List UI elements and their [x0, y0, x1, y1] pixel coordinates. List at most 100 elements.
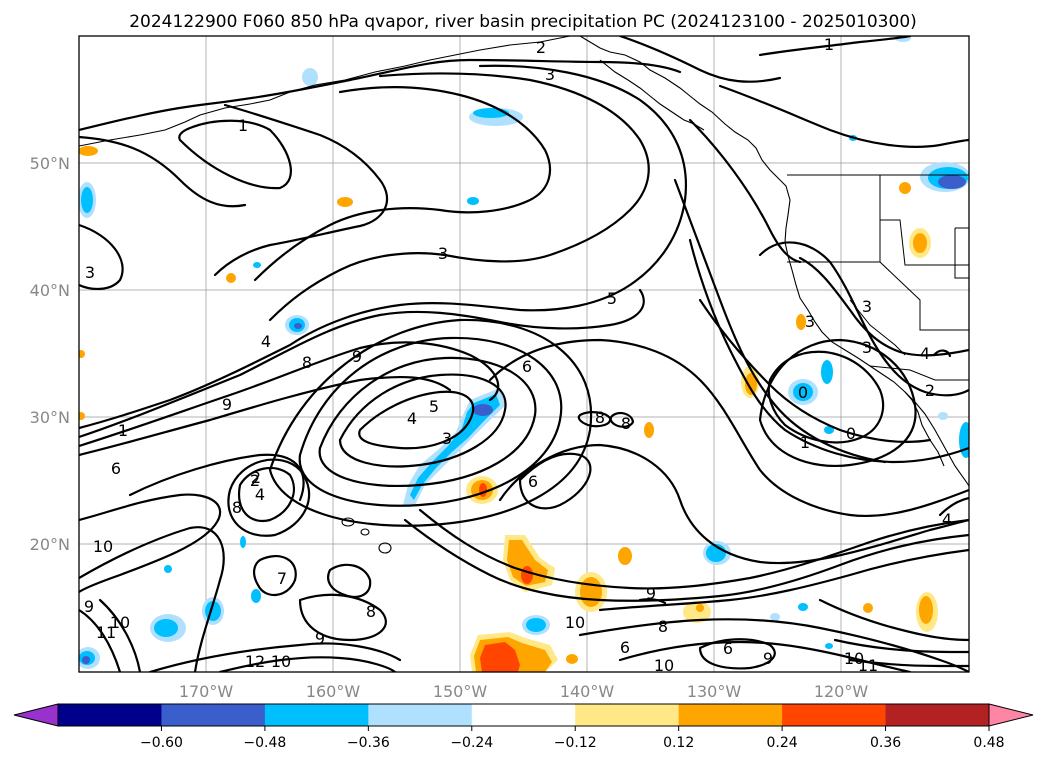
- colorbar-ticks: −0.60 −0.48 −0.36 −0.24 −0.12 0.12 0.24 0.36 0.4…: [140, 726, 1005, 751]
- contour-label: 2: [250, 471, 260, 490]
- colorbar-max-extension: [988, 703, 1034, 727]
- longitude-labels: 170°W 160°W 150°W 140°W 130°W 120°W: [179, 682, 869, 701]
- colorbar-min-extension: [13, 703, 59, 727]
- neg-blob: [240, 536, 246, 548]
- lon-label: 150°W: [433, 682, 488, 701]
- map-frame: [78, 35, 970, 673]
- pos-blob: [337, 197, 353, 207]
- contour-label: 9: [763, 649, 773, 668]
- contour-label: 5: [607, 289, 617, 308]
- contour-label: 5: [429, 397, 439, 416]
- neg-blob: [798, 603, 808, 611]
- pos-blob: [79, 146, 98, 156]
- contour-label: 11: [858, 656, 878, 675]
- colorbar: −0.60 −0.48 −0.36 −0.24 −0.12 0.12 0.24 0.36 0.4…: [13, 703, 1034, 751]
- pos-blob: [79, 350, 85, 358]
- contour-label: 10: [565, 613, 585, 632]
- state-border: [879, 261, 969, 331]
- contour-label: 3: [438, 244, 448, 263]
- colorbar-segment: [782, 704, 887, 726]
- contour-label: 1: [238, 116, 248, 135]
- lon-label: 130°W: [687, 682, 742, 701]
- contour-label: 9: [315, 629, 325, 648]
- pos-blob: [683, 601, 711, 623]
- lon-label: 160°W: [306, 682, 361, 701]
- state-border: [879, 175, 969, 266]
- colorbar-tick-label: −0.24: [450, 735, 493, 751]
- contour-label: 8: [232, 498, 242, 517]
- contour-labels: 2 3 1 3 3 5 4 8 9 2 6 9 1 4 5 3 8 8 6 6 …: [84, 35, 952, 675]
- neg-blob: [294, 323, 302, 329]
- pos-blob: [226, 273, 236, 283]
- coastlines: [79, 36, 969, 554]
- colorbar-tick-label: −0.12: [554, 735, 597, 751]
- contour-label: 10: [93, 537, 113, 556]
- pos-blob: [479, 483, 487, 497]
- colorbar-segment: [471, 704, 576, 726]
- colorbar-segment: [575, 704, 680, 726]
- lon-label: 140°W: [560, 682, 615, 701]
- latitude-labels: 50°N 40°N 30°N 20°N: [30, 154, 70, 554]
- colorbar-frame: [57, 703, 990, 727]
- pos-blob: [79, 412, 85, 420]
- pos-blob: [644, 422, 654, 438]
- precip-shading: [79, 36, 969, 672]
- contour-label: 8: [595, 408, 605, 427]
- lon-label: 120°W: [814, 682, 869, 701]
- contour-label: 3: [85, 263, 95, 282]
- contour-label: 6: [528, 472, 538, 491]
- lat-label: 30°N: [30, 408, 70, 427]
- neg-blob: [821, 360, 833, 384]
- neg-blob: [959, 422, 969, 458]
- contour-label: 2: [251, 468, 261, 487]
- colorbar-segment: [368, 704, 473, 726]
- contour-label: 11: [96, 623, 116, 642]
- qvapor-contours: [79, 36, 969, 672]
- neg-blob: [938, 412, 948, 420]
- colorbar-segment: [161, 704, 266, 726]
- neg-blob: [824, 426, 834, 434]
- colorbar-segments: [58, 704, 990, 726]
- contour-label: 12: [245, 652, 265, 671]
- colorbar-tick-label: 0.48: [973, 735, 1004, 751]
- contour-label: 2: [925, 381, 935, 400]
- pos-blob: [796, 314, 806, 330]
- contour-label: 8: [366, 602, 376, 621]
- contour-label: 8: [658, 617, 668, 636]
- contour-label: 3: [862, 297, 872, 316]
- map-panel: 2 3 1 3 3 5 4 8 9 2 6 9 1 4 5 3 8 8 6 6 …: [30, 35, 970, 701]
- pos-blob: [919, 596, 933, 624]
- contour-label: 4: [407, 409, 417, 428]
- neg-blob: [81, 187, 93, 213]
- lon-label: 170°W: [179, 682, 234, 701]
- map-title: 2024122900 F060 850 hPa qvapor, river ba…: [129, 12, 917, 32]
- contour-label: 2: [536, 38, 546, 57]
- contour-label: 1: [118, 421, 128, 440]
- pos-blob: [899, 182, 911, 194]
- state-border: [849, 299, 906, 356]
- contour-label: 3: [805, 312, 815, 331]
- contour-label: 4: [261, 332, 271, 351]
- lat-label: 20°N: [30, 535, 70, 554]
- neg-blob: [251, 589, 261, 603]
- contour-label: 6: [111, 459, 121, 478]
- pos-blob: [913, 233, 927, 253]
- neg-blob: [467, 197, 479, 205]
- contour-label: 4: [920, 344, 930, 363]
- neg-blob: [938, 175, 966, 189]
- pos-blob: [863, 603, 873, 613]
- contour-label: 10: [654, 656, 674, 675]
- contour-label: 1: [800, 433, 810, 452]
- neg-blob: [164, 565, 172, 573]
- neg-blob: [410, 394, 500, 500]
- colorbar-tick-label: 0.36: [870, 735, 901, 751]
- colorbar-segment: [678, 704, 783, 726]
- pos-blob: [618, 547, 632, 565]
- neg-blob: [82, 656, 90, 664]
- pos-blob: [521, 566, 533, 584]
- colorbar-tick-label: −0.36: [347, 735, 390, 751]
- contour-label: 9: [84, 597, 94, 616]
- pos-blob: [745, 373, 757, 395]
- neg-blob: [770, 613, 780, 621]
